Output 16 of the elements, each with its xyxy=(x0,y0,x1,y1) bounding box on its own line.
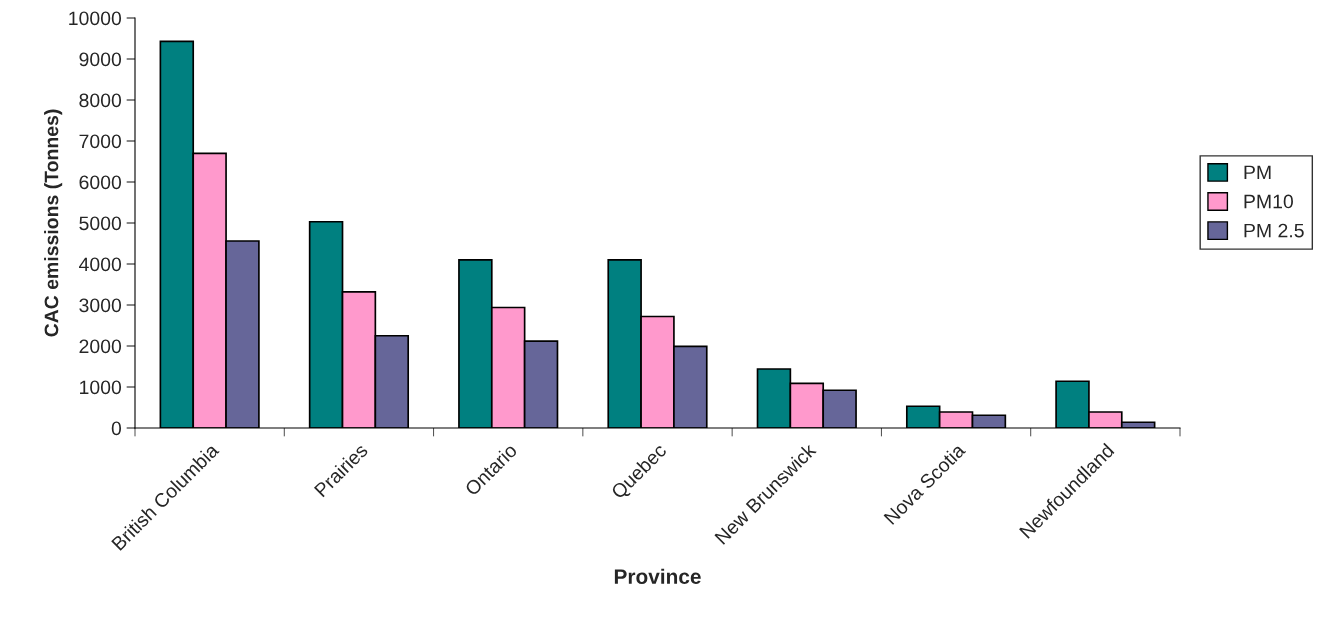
x-axis-title: Province xyxy=(614,568,701,584)
y-tick-label: 7000 xyxy=(79,134,122,149)
y-tick-label: 0 xyxy=(111,421,122,436)
legend-label: PM xyxy=(1244,165,1271,180)
y-tick-label: 5000 xyxy=(79,216,122,231)
y-tick-label: 9000 xyxy=(79,52,122,67)
y-tick-label: 3000 xyxy=(79,298,122,313)
legend-label: PM 2.5 xyxy=(1244,223,1304,238)
y-tick-label: 4000 xyxy=(79,257,122,272)
y-axis-title: CAC emissions (Tonnes) xyxy=(44,109,63,337)
y-tick-label: 8000 xyxy=(79,93,122,108)
y-tick-label: 2000 xyxy=(79,339,122,354)
y-tick-label: 1000 xyxy=(80,380,122,395)
legend-label: PM10 xyxy=(1244,194,1293,209)
y-tick-label: 10000 xyxy=(69,11,122,26)
y-tick-label: 6000 xyxy=(79,175,122,190)
